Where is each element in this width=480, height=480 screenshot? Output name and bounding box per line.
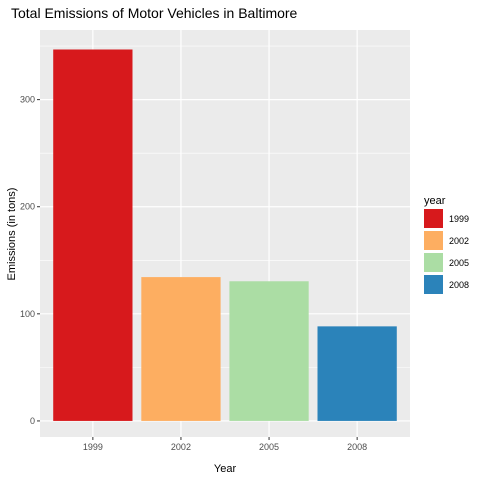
x-axis-ticks: 1999 2002 2005 2008 (83, 437, 367, 452)
legend-label-2002: 2002 (449, 236, 469, 246)
legend-key-2005 (424, 253, 443, 272)
chart-title: Total Emissions of Motor Vehicles in Bal… (11, 5, 298, 21)
legend-label-1999: 1999 (449, 214, 469, 224)
legend-title: year (424, 195, 446, 207)
legend-label-2005: 2005 (449, 258, 469, 268)
bar-2002 (141, 277, 221, 421)
legend-label-2008: 2008 (449, 280, 469, 290)
bars-group (53, 49, 397, 421)
bar-2008 (317, 326, 397, 421)
y-tick-label: 200 (20, 202, 35, 212)
y-axis-ticks: 0 100 200 300 (20, 95, 40, 426)
legend-key-2002 (424, 231, 443, 250)
y-tick-label: 100 (20, 309, 35, 319)
y-axis-title: Emissions (in tons) (6, 188, 18, 281)
bar-1999 (53, 49, 133, 421)
legend: year 1999 2002 2005 2008 (424, 195, 469, 294)
y-tick-label: 0 (30, 416, 35, 426)
bar-2005 (229, 281, 309, 421)
legend-key-1999 (424, 209, 443, 228)
x-tick-label: 1999 (83, 442, 103, 452)
y-tick-label: 300 (20, 95, 35, 105)
x-tick-label: 2005 (259, 442, 279, 452)
x-tick-label: 2008 (347, 442, 367, 452)
x-tick-label: 2002 (171, 442, 191, 452)
legend-key-2008 (424, 275, 443, 294)
x-axis-title: Year (214, 463, 237, 475)
